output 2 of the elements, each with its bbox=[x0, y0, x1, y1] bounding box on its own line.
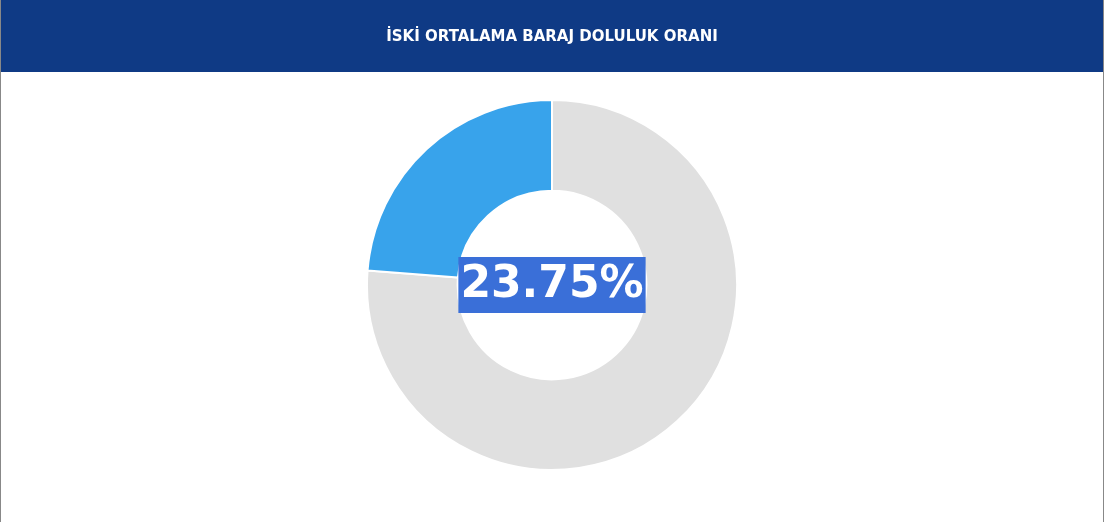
data-label: 23.75% bbox=[460, 256, 644, 308]
chart-title: İSKİ ORTALAMA BARAJ DOLULUK ORANI bbox=[386, 27, 718, 45]
